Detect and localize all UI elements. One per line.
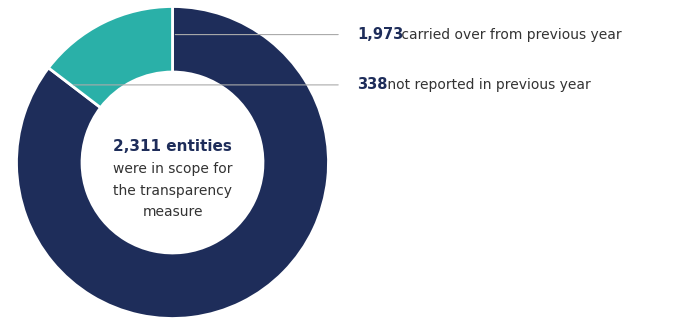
Text: 2,311 entities: 2,311 entities: [113, 139, 232, 154]
Wedge shape: [48, 6, 172, 108]
Text: 338: 338: [357, 77, 387, 92]
Text: not reported in previous year: not reported in previous year: [383, 78, 591, 92]
Wedge shape: [17, 6, 328, 318]
Text: carried over from previous year: carried over from previous year: [397, 28, 622, 42]
Text: were in scope for
the transparency
measure: were in scope for the transparency measu…: [112, 162, 233, 219]
Text: 1,973: 1,973: [357, 27, 403, 42]
